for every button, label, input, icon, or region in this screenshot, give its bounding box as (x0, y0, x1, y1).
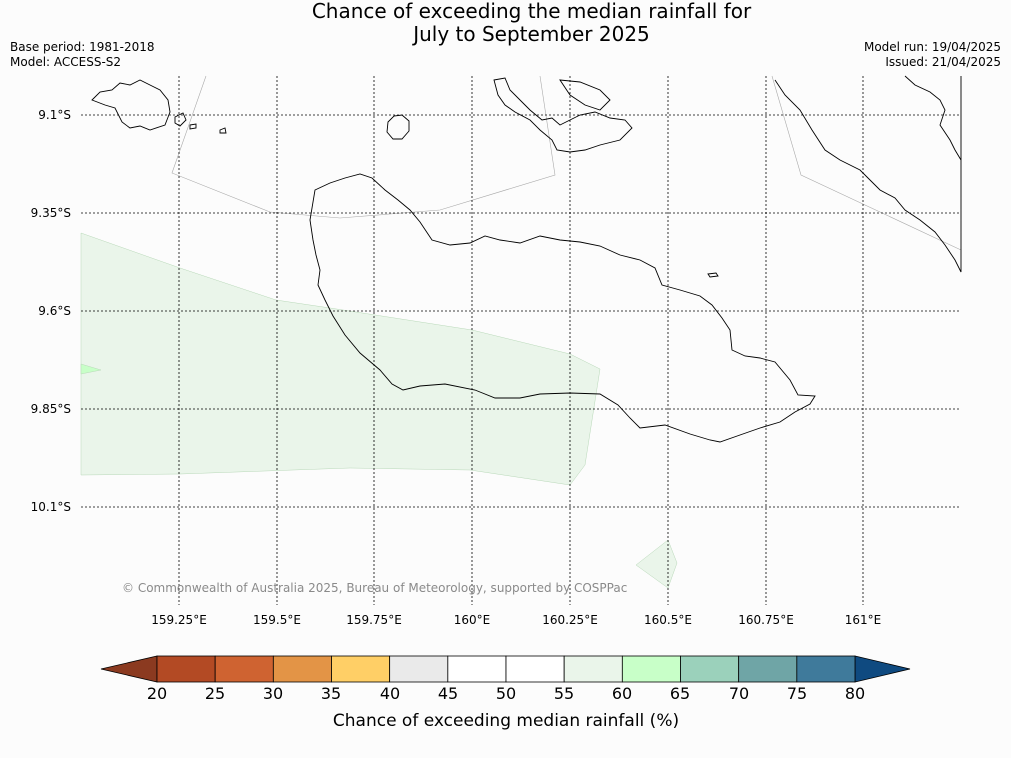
coastlines (91, 75, 962, 443)
colorbar-segment (505, 655, 565, 683)
latitude-labels: 9.1°S 9.35°S 9.6°S 9.85°S 10.1°S (31, 108, 71, 514)
issued-date: Issued: 21/04/2025 (885, 55, 1001, 69)
russell-islands (91, 79, 171, 131)
lat-label: 9.35°S (31, 206, 71, 220)
map-title: Chance of exceeding the median rainfall … (0, 0, 1011, 46)
lon-label: 160.75°E (738, 613, 794, 627)
guadalcanal-island (309, 173, 816, 443)
savo-island (386, 114, 410, 140)
colorbar: 20 25 30 35 40 45 50 55 60 65 70 75 80 C… (100, 655, 911, 731)
title-line-2: July to September 2025 (413, 22, 650, 46)
islet-c (219, 127, 227, 134)
probability-region-60-65 (80, 363, 102, 375)
colorbar-tick: 50 (496, 684, 516, 703)
lon-label: 161°E (845, 613, 882, 627)
colorbar-title: Chance of exceeding median rainfall (%) (333, 711, 679, 731)
probability-region-south (635, 539, 678, 589)
colorbar-segment (796, 655, 856, 683)
lon-label: 159.75°E (346, 613, 402, 627)
base-period: Base period: 1981-2018 (10, 40, 155, 54)
colorbar-tick: 70 (729, 684, 749, 703)
colorbar-tick: 30 (263, 684, 283, 703)
colorbar-tick: 45 (438, 684, 458, 703)
colorbar-segments (156, 655, 856, 683)
lon-label: 160.25°E (542, 613, 598, 627)
lat-label: 9.6°S (38, 304, 71, 318)
islet-a (174, 112, 187, 127)
lon-label: 160.5°E (644, 613, 692, 627)
colorbar-tick: 60 (612, 684, 632, 703)
colorbar-segment (389, 655, 449, 683)
lon-label: 160°E (454, 613, 491, 627)
colorbar-segment (563, 655, 623, 683)
florida-islands (493, 77, 633, 153)
longitude-labels: 159.25°E 159.5°E 159.75°E 160°E 160.25°E… (151, 613, 881, 627)
colorbar-under-triangle (100, 655, 158, 683)
model-run: Model run: 19/04/2025 (863, 40, 1001, 54)
gridlines (81, 76, 961, 605)
colorbar-tick: 20 (147, 684, 167, 703)
lon-label: 159.25°E (151, 613, 207, 627)
meta-right: Model run: 19/04/2025 Issued: 21/04/2025 (864, 40, 1001, 70)
malaita-east (904, 75, 962, 161)
lat-label: 9.1°S (38, 108, 71, 122)
colorbar-tick: 80 (845, 684, 865, 703)
colorbar-segment (680, 655, 740, 683)
colorbar-ticks: 20 25 30 35 40 45 50 55 60 65 70 75 80 (147, 684, 865, 703)
copyright-notice: © Commonwealth of Australia 2025, Bureau… (122, 581, 627, 595)
colorbar-tick: 65 (670, 684, 690, 703)
colorbar-segment (447, 655, 507, 683)
colorbar-tick: 35 (321, 684, 341, 703)
colorbar-tick: 75 (787, 684, 807, 703)
colorbar-segment (738, 655, 798, 683)
colorbar-segment (331, 655, 391, 683)
probability-region-55-60 (80, 232, 601, 486)
colorbar-segment (621, 655, 681, 683)
title-line-1: Chance of exceeding the median rainfall … (311, 0, 752, 23)
colorbar-tick: 40 (380, 684, 400, 703)
lat-label: 10.1°S (31, 500, 71, 514)
colorbar-over-triangle (854, 655, 911, 683)
map-area: 9.1°S 9.35°S 9.6°S 9.85°S 10.1°S 159.25°… (31, 75, 962, 627)
colorbar-segment (272, 655, 332, 683)
small-island-east (707, 272, 719, 278)
florida-north (559, 79, 611, 111)
malaita-island (774, 76, 962, 273)
boundary-lines (171, 75, 962, 251)
lon-label: 159.5°E (253, 613, 301, 627)
colorbar-tick: 25 (205, 684, 225, 703)
colorbar-segment (214, 655, 274, 683)
colorbar-segment (156, 655, 216, 683)
lat-label: 9.85°S (31, 402, 71, 416)
colorbar-tick: 55 (554, 684, 574, 703)
meta-left: Base period: 1981-2018 Model: ACCESS-S2 (10, 40, 155, 70)
islet-b (189, 123, 197, 130)
model-name: Model: ACCESS-S2 (10, 55, 122, 69)
